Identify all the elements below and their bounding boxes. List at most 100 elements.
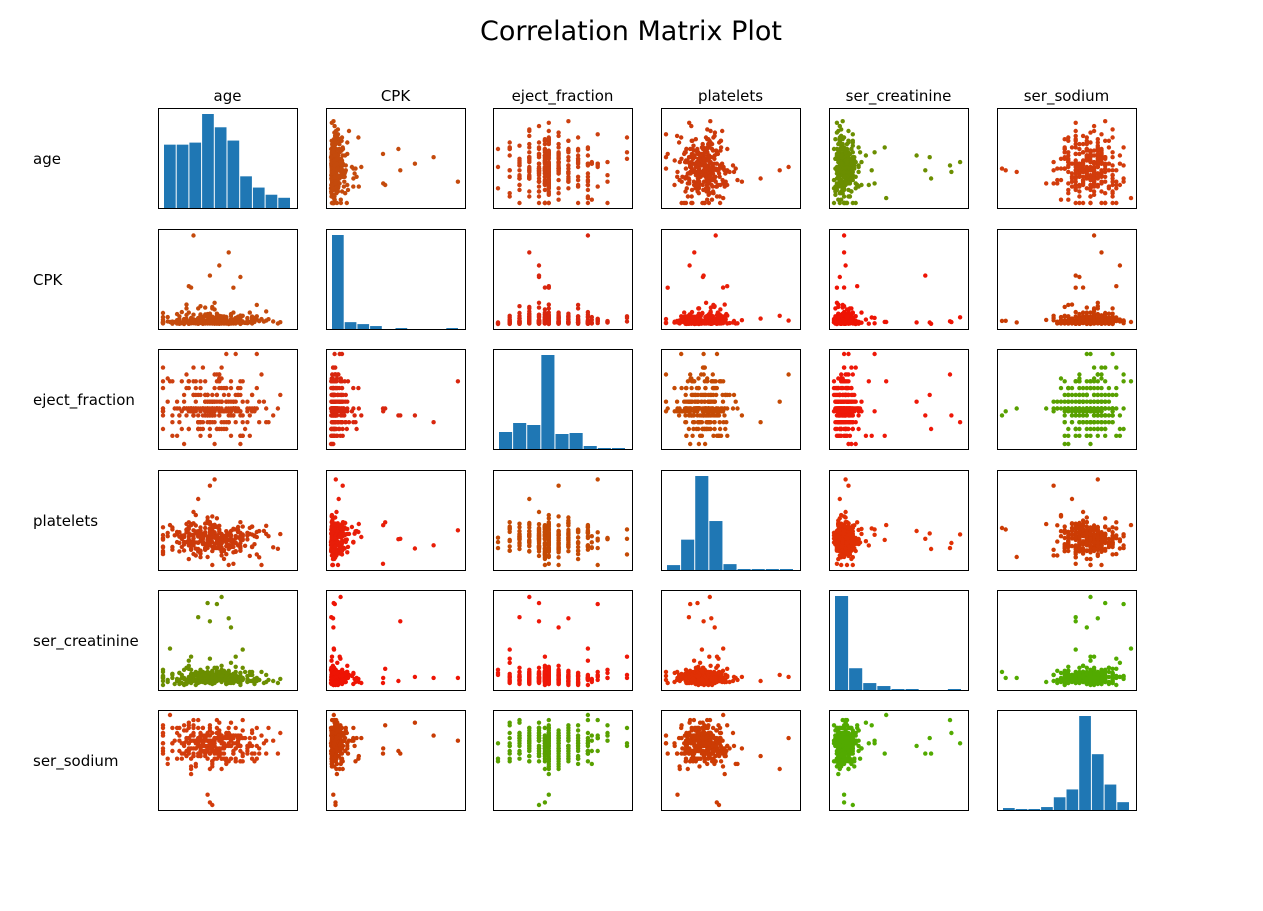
scatter-point xyxy=(1077,194,1082,199)
scatter-point xyxy=(705,197,710,202)
scatter-point xyxy=(556,159,561,165)
scatter-point xyxy=(701,145,706,150)
scatter-point xyxy=(1044,181,1049,186)
scatter-point xyxy=(354,426,359,432)
scatter-point xyxy=(1055,166,1060,171)
scatter-point xyxy=(329,413,335,418)
scatter-point xyxy=(495,146,501,152)
scatter-point xyxy=(455,379,461,384)
panel-platelets-vs-age xyxy=(158,470,298,571)
scatter-point xyxy=(1110,420,1115,425)
scatter-point xyxy=(709,161,715,166)
scatter-point xyxy=(226,250,231,255)
scatter-point xyxy=(412,546,418,551)
scatter-point xyxy=(259,372,264,377)
scatter-point xyxy=(431,155,436,160)
scatter-point xyxy=(261,528,267,534)
scatter-point xyxy=(546,284,551,289)
scatter-point xyxy=(849,168,854,173)
scatter-point xyxy=(1099,376,1104,381)
scatter-point xyxy=(1069,413,1075,418)
scatter-point xyxy=(359,164,364,170)
scatter-point xyxy=(589,314,594,320)
scatter-point xyxy=(566,177,571,183)
scatter-point xyxy=(337,150,342,155)
scatter-point xyxy=(556,150,561,155)
scatter-point xyxy=(332,372,337,377)
scatter-point xyxy=(716,433,721,438)
scatter-point xyxy=(556,320,561,325)
scatter-point xyxy=(330,186,335,191)
scatter-point xyxy=(727,169,732,175)
scatter-point xyxy=(224,529,229,534)
scatter-point xyxy=(672,385,677,391)
scatter-point xyxy=(179,309,184,315)
scatter-point xyxy=(198,528,203,534)
scatter-point xyxy=(331,365,336,370)
scatter-point xyxy=(707,174,712,179)
scatter-point xyxy=(674,133,680,139)
scatter-point xyxy=(238,548,243,553)
column-label-cpk: CPK xyxy=(381,87,412,105)
scatter-point xyxy=(683,150,688,155)
scatter-point xyxy=(345,182,350,188)
scatter-point xyxy=(689,319,694,324)
scatter-point xyxy=(1066,153,1071,158)
histogram-bar xyxy=(527,425,541,449)
scatter-point xyxy=(689,123,694,129)
scatter-point xyxy=(165,314,170,320)
scatter-point xyxy=(709,321,715,326)
scatter-point xyxy=(238,274,243,280)
scatter-point xyxy=(1099,168,1104,173)
scatter-point xyxy=(330,194,336,199)
scatter-point xyxy=(1099,148,1104,153)
panel-frame xyxy=(829,108,969,209)
histogram-bar xyxy=(357,324,370,329)
scatter-point xyxy=(224,317,229,322)
scatter-point xyxy=(536,189,542,194)
histogram-bar xyxy=(597,448,611,449)
scatter-point xyxy=(1095,143,1101,148)
scatter-point xyxy=(1088,140,1093,145)
scatter-point xyxy=(517,182,522,188)
scatter-point xyxy=(882,433,887,438)
histogram-bar xyxy=(332,235,344,329)
scatter-point xyxy=(1073,285,1078,290)
scatter-point xyxy=(624,150,630,155)
scatter-point xyxy=(834,399,840,404)
scatter-point xyxy=(685,399,690,404)
scatter-point xyxy=(1077,274,1082,280)
scatter-point xyxy=(1091,128,1097,134)
scatter-point xyxy=(703,186,709,191)
scatter-point xyxy=(240,399,245,404)
scatter-point xyxy=(914,320,919,325)
scatter-point xyxy=(674,399,680,404)
scatter-point xyxy=(1099,313,1104,318)
scatter-point xyxy=(665,285,670,290)
scatter-point xyxy=(1088,159,1093,165)
scatter-point xyxy=(872,409,877,414)
scatter-point xyxy=(689,376,694,381)
scatter-point xyxy=(527,306,532,311)
scatter-point xyxy=(702,399,707,404)
scatter-point xyxy=(546,177,551,183)
scatter-point xyxy=(685,194,691,199)
scatter-point xyxy=(696,150,701,155)
scatter-point xyxy=(1114,186,1119,191)
scatter-point xyxy=(1099,200,1104,206)
scatter-point xyxy=(212,441,217,447)
scatter-point xyxy=(1110,176,1115,181)
histogram-bar xyxy=(265,194,278,208)
scatter-point xyxy=(712,385,717,391)
scatter-point xyxy=(339,385,345,391)
scatter-point xyxy=(536,123,542,129)
scatter-point xyxy=(1088,173,1093,178)
scatter-point xyxy=(841,426,847,432)
scatter-point xyxy=(332,351,337,357)
scatter-point xyxy=(212,420,217,425)
scatter-point xyxy=(1110,351,1115,357)
scatter-point xyxy=(214,545,220,551)
scatter-point xyxy=(329,182,335,188)
panel-cpk-vs-cpk xyxy=(326,229,466,330)
scatter-point xyxy=(184,413,189,418)
